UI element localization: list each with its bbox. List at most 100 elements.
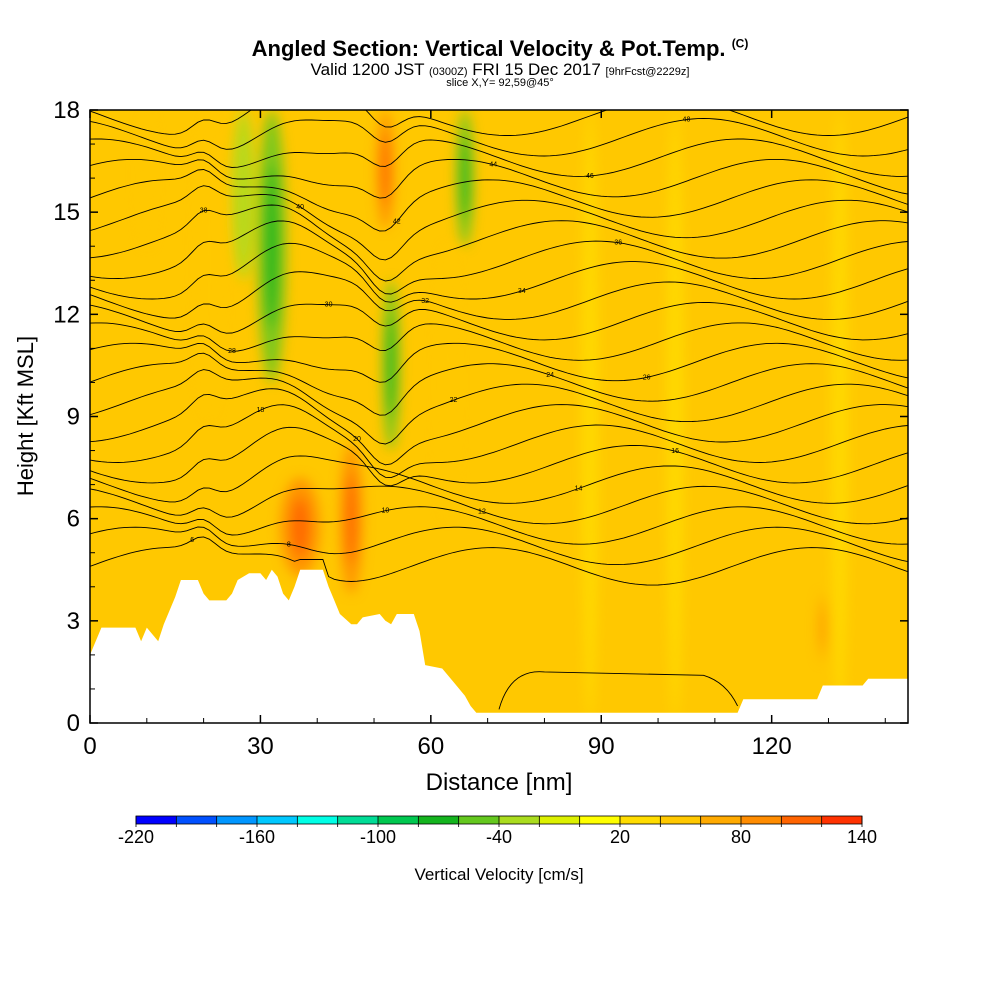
- colorbar-label: Vertical Velocity [cm/s]: [414, 865, 583, 884]
- x-axis-label: Distance [nm]: [426, 769, 573, 796]
- isentrope-line: [90, 242, 908, 303]
- x-tick-label: 90: [588, 733, 615, 760]
- isentrope-label: 36: [614, 240, 622, 247]
- isentrope-label: 38: [200, 208, 208, 215]
- colorbar-swatch: [660, 816, 702, 824]
- colorbar-tick-label: -160: [239, 827, 275, 847]
- isentrope-label: 18: [257, 407, 265, 414]
- terrain: [90, 569, 908, 723]
- y-axis-label: Height [Kft MSL]: [13, 336, 38, 496]
- colorbar-swatch: [216, 816, 258, 824]
- isentrope-line: [90, 388, 908, 466]
- title-unit: (C): [731, 36, 749, 51]
- colorbar-swatch: [297, 816, 339, 824]
- slice-info: slice X,Y= 92,59@45°: [446, 77, 554, 89]
- isentrope-label: 10: [381, 508, 389, 515]
- colorbar-tick-label: -220: [118, 827, 154, 847]
- updraft-cell: [831, 110, 849, 723]
- isentrope-line: [90, 404, 908, 479]
- colorbar-swatch: [781, 816, 823, 824]
- colorbar-swatch: [539, 816, 581, 824]
- colorbar-swatch: [378, 816, 419, 824]
- colorbar-swatch: [620, 816, 661, 824]
- updraft-cell: [666, 110, 684, 723]
- isentropes: [90, 110, 908, 710]
- isentrope-line: [90, 204, 908, 282]
- isentrope-line: [90, 220, 908, 295]
- forecast-info: [9hrFcst@2229z]: [605, 66, 690, 78]
- colorbar-swatch: [579, 816, 621, 824]
- updraft-cell: [581, 110, 599, 723]
- isentrope-line: [90, 169, 908, 232]
- isentrope-line: [90, 369, 908, 445]
- colorbar-swatch: [418, 816, 460, 824]
- y-tick-label: 15: [53, 199, 80, 226]
- isentrope-labels: 6 8 10 12 14 16 18 20 22 24 26 28 30 32 34 36 38 40 42 44 46…: [190, 93, 690, 549]
- valid-utc: (0300Z): [429, 66, 468, 78]
- isentrope-line: [90, 485, 908, 525]
- isentrope-label: 32: [421, 298, 429, 305]
- downdraft-cell: [232, 110, 255, 281]
- isentrope-label: 50: [268, 93, 276, 100]
- x-tick-label: 60: [417, 733, 444, 760]
- updraft-cell-core: [381, 133, 390, 206]
- isentrope-line: [90, 322, 908, 361]
- updraft-cell: [436, 246, 460, 519]
- isentrope-label: 20: [353, 436, 361, 443]
- isentrope-line: [90, 455, 908, 504]
- colorbar-swatch: [499, 816, 540, 824]
- isentrope-label: 14: [575, 486, 583, 493]
- isentrope-label: 30: [325, 302, 333, 309]
- colorbar-swatch: [458, 816, 500, 824]
- y-tick-label: 12: [53, 301, 80, 328]
- colorbar: -220 -160 -100 -40 20 80 140: [118, 815, 877, 847]
- colorbar-swatch: [176, 816, 218, 824]
- isentrope-label: 40: [296, 204, 304, 211]
- x-tick-label: 120: [752, 733, 792, 760]
- isentrope-label: 22: [450, 397, 458, 404]
- isentrope-label: 34: [518, 288, 526, 295]
- chart-title: Angled Section: Vertical Velocity & Pot.…: [0, 36, 1000, 62]
- isentrope-label: 26: [643, 374, 651, 381]
- isentrope-line: [90, 158, 908, 199]
- isentrope-line: [90, 110, 908, 136]
- updraft-cell-core: [291, 497, 310, 557]
- isentrope-line: [90, 301, 908, 341]
- velocity-field: [138, 110, 849, 723]
- downdraft-cell-core: [387, 314, 395, 417]
- colorbar-tick-label: 140: [847, 827, 877, 847]
- colorbar-tick-label: 20: [610, 827, 630, 847]
- isentrope-label: 12: [478, 508, 486, 515]
- isentrope-label: 28: [228, 348, 236, 355]
- colorbar-swatch: [821, 816, 863, 824]
- colorbar-tick-label: -100: [360, 827, 396, 847]
- colorbar-tick-label: 80: [731, 827, 751, 847]
- isentrope-line: [90, 118, 908, 157]
- isentrope-line: [90, 536, 908, 586]
- isentrope-label: 46: [586, 173, 594, 180]
- colorbar-swatch: [700, 816, 742, 824]
- y-tick-label: 3: [67, 608, 80, 635]
- y-tick-label: 9: [67, 404, 80, 431]
- isentrope-label: 16: [671, 448, 679, 455]
- x-tick-label: 30: [247, 733, 274, 760]
- y-tick-label: 0: [67, 710, 80, 737]
- updraft-cell-core: [820, 607, 825, 649]
- isentrope-line: [90, 342, 908, 383]
- chart-subtitle: Valid 1200 JST (0300Z) FRI 15 Dec 2017 […: [0, 60, 1000, 80]
- y-tick-label: 6: [67, 506, 80, 533]
- isentrope-line: [90, 426, 908, 487]
- isentrope-line: [90, 271, 908, 320]
- isentrope-line: [90, 185, 908, 261]
- colorbar-swatch: [741, 816, 782, 824]
- isentrope-label: 8: [287, 541, 291, 548]
- x-tick-label: 0: [83, 733, 96, 760]
- colorbar-swatch: [136, 816, 177, 824]
- colorbar-swatch: [337, 816, 379, 824]
- y-tick-label: 18: [53, 97, 80, 124]
- isentrope-label: 6: [190, 537, 194, 544]
- isentrope-line: [90, 352, 908, 416]
- valid-date: FRI 15 Dec 2017: [472, 60, 601, 79]
